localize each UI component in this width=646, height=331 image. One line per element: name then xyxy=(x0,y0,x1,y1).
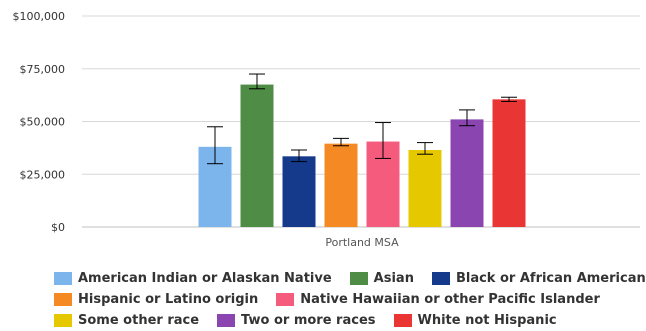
legend-item[interactable]: Asian xyxy=(350,271,414,286)
legend-label: Black or African American xyxy=(456,271,646,286)
legend-swatch xyxy=(54,293,72,306)
bar-chart: $0 $25,000 $50,000 $75,000 $100,000 Portland … xyxy=(0,0,646,250)
bar-6 xyxy=(409,150,442,227)
x-category-label: Portland MSA xyxy=(325,236,399,249)
bar-7 xyxy=(451,119,484,227)
legend-swatch xyxy=(276,293,294,306)
legend-item[interactable]: Black or African American xyxy=(432,271,646,286)
y-tick-label: $50,000 xyxy=(20,116,66,129)
legend-row: Some other race Two or more races White no… xyxy=(54,310,644,330)
legend-label: White not Hispanic xyxy=(418,313,557,328)
legend-swatch xyxy=(394,314,412,327)
legend-swatch xyxy=(54,272,72,285)
legend-item[interactable]: Some other race xyxy=(54,313,199,328)
y-tick-label: $100,000 xyxy=(13,10,66,23)
legend-label: Some other race xyxy=(78,313,199,328)
y-tick-label: $0 xyxy=(51,221,65,234)
legend-row: American Indian or Alaskan Native Asian Bl… xyxy=(54,268,644,288)
legend-swatch xyxy=(432,272,450,285)
legend-item[interactable]: American Indian or Alaskan Native xyxy=(54,271,332,286)
legend-label: Native Hawaiian or other Pacific Islande… xyxy=(300,292,600,307)
legend-item[interactable]: Hispanic or Latino origin xyxy=(54,292,258,307)
bar-4 xyxy=(325,144,358,227)
legend-label: Hispanic or Latino origin xyxy=(78,292,258,307)
legend-label: American Indian or Alaskan Native xyxy=(78,271,332,286)
legend-swatch xyxy=(217,314,235,327)
bar-8 xyxy=(493,99,526,227)
legend-row: Hispanic or Latino origin Native Hawaiian… xyxy=(54,289,644,309)
chart-legend: American Indian or Alaskan Native Asian Bl… xyxy=(54,268,644,331)
legend-swatch xyxy=(350,272,368,285)
legend-label: Two or more races xyxy=(241,313,375,328)
legend-label: Asian xyxy=(374,271,414,286)
bar-3 xyxy=(283,156,316,227)
y-tick-label: $75,000 xyxy=(20,63,66,76)
legend-item[interactable]: Two or more races xyxy=(217,313,375,328)
legend-swatch xyxy=(54,314,72,327)
bar-2 xyxy=(241,85,274,227)
legend-item[interactable]: White not Hispanic xyxy=(394,313,557,328)
y-tick-label: $25,000 xyxy=(20,168,66,181)
legend-item[interactable]: Native Hawaiian or other Pacific Islande… xyxy=(276,292,600,307)
